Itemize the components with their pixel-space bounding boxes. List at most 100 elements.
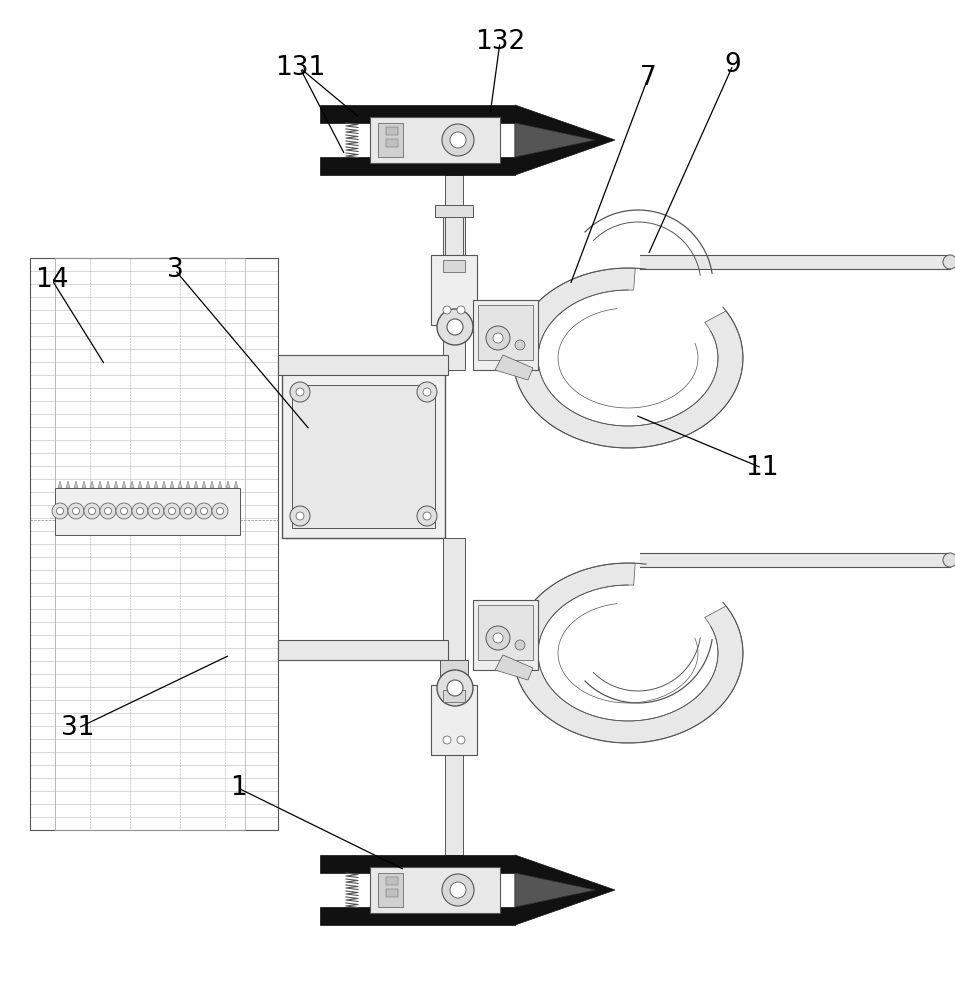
Polygon shape [513, 563, 743, 743]
Circle shape [943, 255, 955, 269]
Circle shape [457, 306, 465, 314]
Circle shape [447, 319, 463, 335]
Polygon shape [218, 481, 222, 488]
Circle shape [417, 506, 437, 526]
Circle shape [116, 503, 132, 519]
Bar [478, 605, 533, 660]
Bar [386, 877, 398, 885]
Circle shape [515, 340, 525, 350]
Polygon shape [515, 105, 615, 175]
Polygon shape [178, 481, 182, 488]
Circle shape [493, 633, 503, 643]
Circle shape [73, 508, 79, 514]
Polygon shape [170, 481, 174, 488]
Polygon shape [202, 481, 206, 488]
Text: 1: 1 [229, 775, 246, 801]
Polygon shape [154, 481, 158, 488]
Polygon shape [90, 481, 94, 488]
Circle shape [148, 503, 164, 519]
Text: 9: 9 [725, 52, 741, 78]
Polygon shape [495, 655, 533, 680]
Polygon shape [234, 481, 238, 488]
Polygon shape [495, 355, 533, 380]
Circle shape [137, 508, 143, 514]
Polygon shape [74, 481, 78, 488]
Bar [386, 139, 398, 147]
Bar [378, 123, 403, 157]
Bar [278, 355, 448, 375]
Circle shape [515, 640, 525, 650]
Circle shape [417, 382, 437, 402]
Bar [30, 258, 278, 830]
Bar [292, 385, 435, 528]
Polygon shape [515, 873, 595, 907]
Circle shape [184, 508, 192, 514]
Bar [440, 305, 468, 327]
Circle shape [437, 670, 473, 706]
Bar [440, 660, 468, 682]
Polygon shape [320, 855, 515, 873]
Text: 3: 3 [166, 257, 183, 283]
Circle shape [201, 508, 207, 514]
Polygon shape [513, 268, 743, 448]
Circle shape [217, 508, 223, 514]
Circle shape [52, 503, 68, 519]
Polygon shape [320, 907, 515, 925]
Circle shape [442, 874, 474, 906]
Bar [282, 370, 445, 538]
Polygon shape [210, 481, 214, 488]
Circle shape [447, 680, 463, 696]
Circle shape [196, 503, 212, 519]
Bar [435, 696, 473, 708]
Polygon shape [194, 481, 198, 488]
Bar [370, 867, 500, 913]
Polygon shape [320, 157, 515, 175]
Polygon shape [320, 105, 515, 123]
Circle shape [120, 508, 128, 514]
Text: 31: 31 [61, 715, 95, 741]
Circle shape [153, 508, 159, 514]
Circle shape [180, 503, 196, 519]
Circle shape [290, 382, 310, 402]
Bar [435, 205, 473, 217]
Circle shape [450, 882, 466, 898]
Circle shape [100, 503, 116, 519]
Circle shape [68, 503, 84, 519]
Bar [386, 889, 398, 897]
Text: 14: 14 [35, 267, 69, 293]
Circle shape [437, 309, 473, 345]
Circle shape [132, 503, 148, 519]
Circle shape [442, 124, 474, 156]
Bar [443, 690, 465, 702]
Circle shape [423, 512, 431, 520]
Polygon shape [114, 481, 118, 488]
Circle shape [423, 388, 431, 396]
Bar [473, 300, 538, 370]
Polygon shape [138, 481, 142, 488]
Bar [640, 553, 948, 567]
Circle shape [84, 503, 100, 519]
Polygon shape [122, 481, 126, 488]
Bar [445, 755, 463, 855]
Bar [431, 255, 477, 325]
Bar [478, 305, 533, 360]
Polygon shape [146, 481, 150, 488]
Circle shape [486, 326, 510, 350]
Polygon shape [66, 481, 70, 488]
Polygon shape [186, 481, 190, 488]
Bar [431, 685, 477, 755]
Polygon shape [106, 481, 110, 488]
Bar [443, 260, 465, 272]
Polygon shape [58, 481, 62, 488]
Bar [386, 127, 398, 135]
Circle shape [296, 388, 304, 396]
Bar [55, 488, 240, 535]
Polygon shape [226, 481, 230, 488]
Bar [55, 258, 245, 830]
Polygon shape [515, 123, 595, 157]
Polygon shape [82, 481, 86, 488]
Polygon shape [515, 855, 615, 925]
Circle shape [443, 306, 451, 314]
Bar [473, 600, 538, 670]
Bar [278, 640, 448, 660]
